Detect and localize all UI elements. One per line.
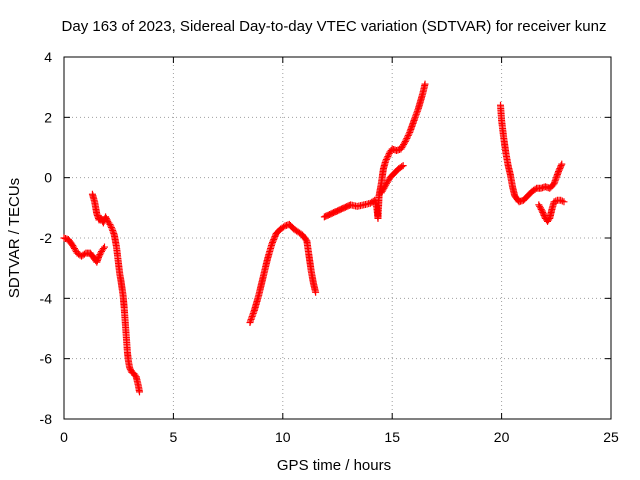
data-point: [536, 202, 544, 210]
data-point: [384, 153, 392, 161]
data-point: [382, 157, 390, 165]
data-point: [402, 136, 410, 144]
data-point: [97, 249, 105, 257]
data-point: [312, 288, 320, 296]
data-point: [405, 130, 413, 138]
data-point: [95, 252, 103, 260]
data-point: [557, 162, 565, 170]
axis-ticks: 0 5 10 15 20 25 -8 -6 -4 -2 0 2 4: [40, 49, 619, 445]
data-point: [270, 236, 278, 244]
data-point: [539, 210, 547, 218]
data-point: [102, 213, 110, 221]
data-point: [385, 151, 393, 159]
data-point: [555, 166, 563, 174]
data-point: [100, 243, 108, 251]
data-point: [538, 207, 546, 215]
x-tick-label: 0: [60, 429, 68, 445]
data-point: [135, 388, 143, 396]
data-point: [268, 239, 276, 247]
data-point: [383, 154, 391, 162]
x-axis-label: GPS time / hours: [277, 457, 391, 474]
y-tick-label: -4: [40, 290, 53, 306]
x-tick-label: 15: [384, 429, 400, 445]
x-tick-label: 10: [275, 429, 291, 445]
data-point: [268, 240, 276, 248]
data-point: [539, 208, 547, 216]
y-tick-label: 4: [44, 49, 52, 65]
y-axis-label: SDTVAR / TECUs: [6, 178, 23, 298]
data-point: [552, 197, 560, 205]
y-tick-label: -2: [40, 230, 53, 246]
x-tick-label: 25: [603, 429, 619, 445]
x-tick-label: 5: [170, 429, 178, 445]
data-point: [537, 205, 545, 213]
data-point: [403, 134, 411, 142]
data-point: [399, 162, 407, 170]
data-point: [269, 237, 277, 245]
data-point: [102, 214, 110, 222]
data-point: [556, 163, 564, 171]
data-point: [131, 371, 139, 379]
y-tick-label: 0: [44, 170, 52, 186]
data-point: [535, 201, 543, 209]
data-point: [558, 160, 566, 168]
data-point: [107, 222, 115, 230]
chart-title: Day 163 of 2023, Sidereal Day-to-day VTE…: [62, 18, 607, 35]
data-point: [107, 223, 115, 231]
data-point: [382, 156, 390, 164]
y-tick-label: -6: [40, 351, 53, 367]
data-point: [106, 220, 114, 228]
data-point: [536, 204, 544, 212]
data-point: [126, 364, 134, 372]
data-point: [557, 196, 565, 204]
data-point: [99, 245, 107, 253]
data-point: [270, 234, 278, 242]
data-point: [556, 165, 564, 173]
data-point: [421, 80, 429, 88]
data-point: [554, 168, 562, 176]
data-point: [560, 198, 568, 206]
data-point: [96, 251, 104, 259]
data-point: [400, 139, 408, 147]
data-point: [398, 163, 406, 171]
data-point: [550, 198, 558, 206]
y-tick-label: -8: [40, 411, 53, 427]
data-point: [126, 365, 134, 373]
data-point: [540, 211, 548, 219]
data-point: [545, 216, 553, 224]
data-points: [60, 80, 568, 396]
data-point: [401, 137, 409, 145]
data-point: [271, 232, 279, 240]
y-tick-label: 2: [44, 109, 52, 125]
data-point: [558, 197, 566, 205]
data-point: [404, 133, 412, 141]
x-tick-label: 20: [494, 429, 510, 445]
data-point: [404, 131, 412, 139]
